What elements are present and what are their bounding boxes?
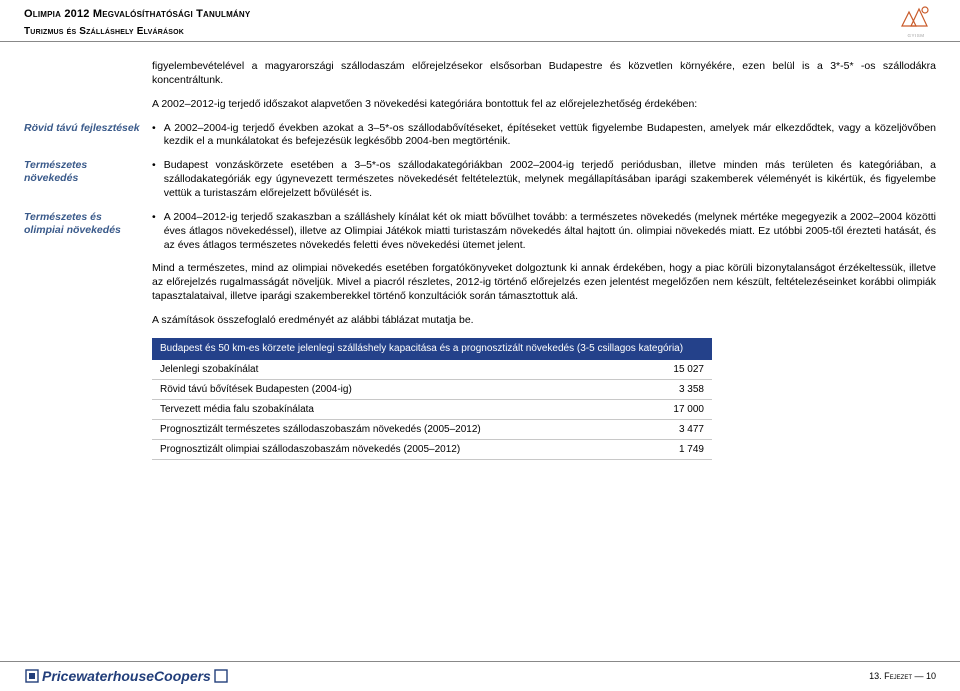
cell-value: 3 358 [644,380,712,400]
cell-value: 3 477 [644,420,712,440]
table-row: Prognosztizált olimpiai szállodaszobaszá… [152,440,712,460]
logo-icon [899,4,933,32]
side-label-0: Rövid távú fejlesztések [24,122,152,150]
para-text-1: Mind a természetes, mind az olimpiai növ… [152,262,936,304]
footer-page-number: 13. Fejezet — 10 [869,671,936,681]
intro-row-1: figyelembevételével a magyarországi szál… [24,60,936,88]
cell-value: 17 000 [644,400,712,420]
cell-label: Prognosztizált olimpiai szállodaszobaszá… [152,440,644,460]
block-text-0-span: A 2002–2004-ig terjedő években azokat a … [164,122,936,150]
intro-row-2: A 2002–2012-ig terjedő időszakot alapvet… [24,98,936,112]
para-row-2: A számítások összefoglaló eredményét az … [24,314,936,328]
block-text-2-span: A 2004–2012-ig terjedő szakaszban a szál… [164,211,936,253]
para-row-1: Mind a természetes, mind az olimpiai növ… [24,262,936,304]
side-empty [24,60,152,88]
block-row-2: Természetes és olimpiai növekedés A 2004… [24,211,936,253]
cell-label: Rövid távú bővítések Budapesten (2004-ig… [152,380,644,400]
table-row: Prognosztizált természetes szállodaszoba… [152,420,712,440]
footer-logo: PricewaterhouseCoopers [24,668,229,684]
cell-label: Jelenlegi szobakínálat [152,360,644,380]
page-header: Olimpia 2012 Megvalósíthatósági Tanulmán… [0,0,960,42]
side-empty [24,262,152,304]
table-row: Rövid távú bővítések Budapesten (2004-ig… [152,380,712,400]
page-footer: PricewaterhouseCoopers 13. Fejezet — 10 [0,661,960,691]
footer-logo-tail-icon [213,668,229,684]
para-text-2: A számítások összefoglaló eredményét az … [152,314,936,328]
capacity-table: Budapest és 50 km-es körzete jelenlegi s… [152,338,712,461]
block-text-2: A 2004–2012-ig terjedő szakaszban a szál… [152,211,936,253]
side-empty [24,314,152,328]
side-empty [24,98,152,112]
side-label-1: Természetes növekedés [24,159,152,201]
footer-logo-icon [24,668,40,684]
block-text-1-span: Budapest vonzáskörzete esetében a 3–5*-o… [164,159,936,201]
block-row-1: Természetes növekedés Budapest vonzáskör… [24,159,936,201]
cell-value: 1 749 [644,440,712,460]
doc-title: Olimpia 2012 Megvalósíthatósági Tanulmán… [24,8,936,20]
side-label-2: Természetes és olimpiai növekedés [24,211,152,253]
logo-label: GYISM [894,33,938,38]
doc-subtitle: Turizmus és Szálláshely Elvárások [24,26,936,37]
page-content: figyelembevételével a magyarországi szál… [0,42,960,460]
cell-label: Tervezett média falu szobakínálata [152,400,644,420]
header-logo: GYISM [894,4,938,44]
intro-text-2: A 2002–2012-ig terjedő időszakot alapvet… [152,98,936,112]
table-container: Budapest és 50 km-es körzete jelenlegi s… [152,338,936,461]
table-header: Budapest és 50 km-es körzete jelenlegi s… [152,338,712,361]
intro-text-1: figyelembevételével a magyarországi szál… [152,60,936,88]
table-row: Tervezett média falu szobakínálata17 000 [152,400,712,420]
block-row-0: Rövid távú fejlesztések A 2002–2004-ig t… [24,122,936,150]
table-body: Jelenlegi szobakínálat15 027 Rövid távú … [152,360,712,460]
cell-label: Prognosztizált természetes szállodaszoba… [152,420,644,440]
cell-value: 15 027 [644,360,712,380]
footer-logo-text: PricewaterhouseCoopers [42,668,211,684]
table-row: Jelenlegi szobakínálat15 027 [152,360,712,380]
block-text-1: Budapest vonzáskörzete esetében a 3–5*-o… [152,159,936,201]
block-text-0: A 2002–2004-ig terjedő években azokat a … [152,122,936,150]
